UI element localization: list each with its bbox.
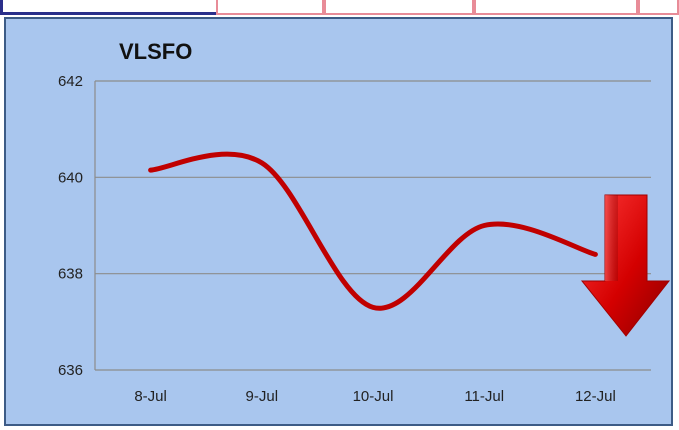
down-arrow-icon-body <box>580 194 671 337</box>
series-line <box>148 151 598 311</box>
line-chart: VLSFO 636 638 640 642 8-Jul 9-Jul 10-Jul 11-Ju… <box>58 39 671 405</box>
chart-title: VLSFO <box>119 39 192 64</box>
tab-2[interactable] <box>216 0 324 15</box>
data-points <box>150 162 596 308</box>
y-tick-label: 638 <box>58 266 83 283</box>
x-tick-labels: 8-Jul 9-Jul 10-Jul 11-Jul 12-Jul <box>134 388 615 405</box>
x-tick-label: 10-Jul <box>353 388 394 405</box>
axes <box>94 81 651 371</box>
tab-strip <box>0 0 679 17</box>
x-tick-label: 11-Jul <box>464 388 504 405</box>
down-arrow-icon <box>580 194 671 337</box>
y-tick-label: 640 <box>58 169 83 186</box>
tab-1[interactable] <box>0 0 219 15</box>
x-tick-label: 12-Jul <box>575 388 616 405</box>
gridlines <box>95 80 651 275</box>
x-tick-label: 9-Jul <box>246 388 279 405</box>
chart-panel: VLSFO 636 638 640 642 8-Jul 9-Jul 10-Jul 11-Ju… <box>4 17 673 426</box>
y-tick-labels: 636 638 640 642 <box>58 73 83 379</box>
y-tick-label: 642 <box>58 73 83 90</box>
y-tick-label: 636 <box>58 362 83 379</box>
tab-4[interactable] <box>474 0 638 15</box>
down-arrow-icon-shade <box>605 195 618 281</box>
tab-5[interactable] <box>638 0 679 15</box>
tab-3[interactable] <box>324 0 474 15</box>
x-tick-label: 8-Jul <box>134 388 167 405</box>
